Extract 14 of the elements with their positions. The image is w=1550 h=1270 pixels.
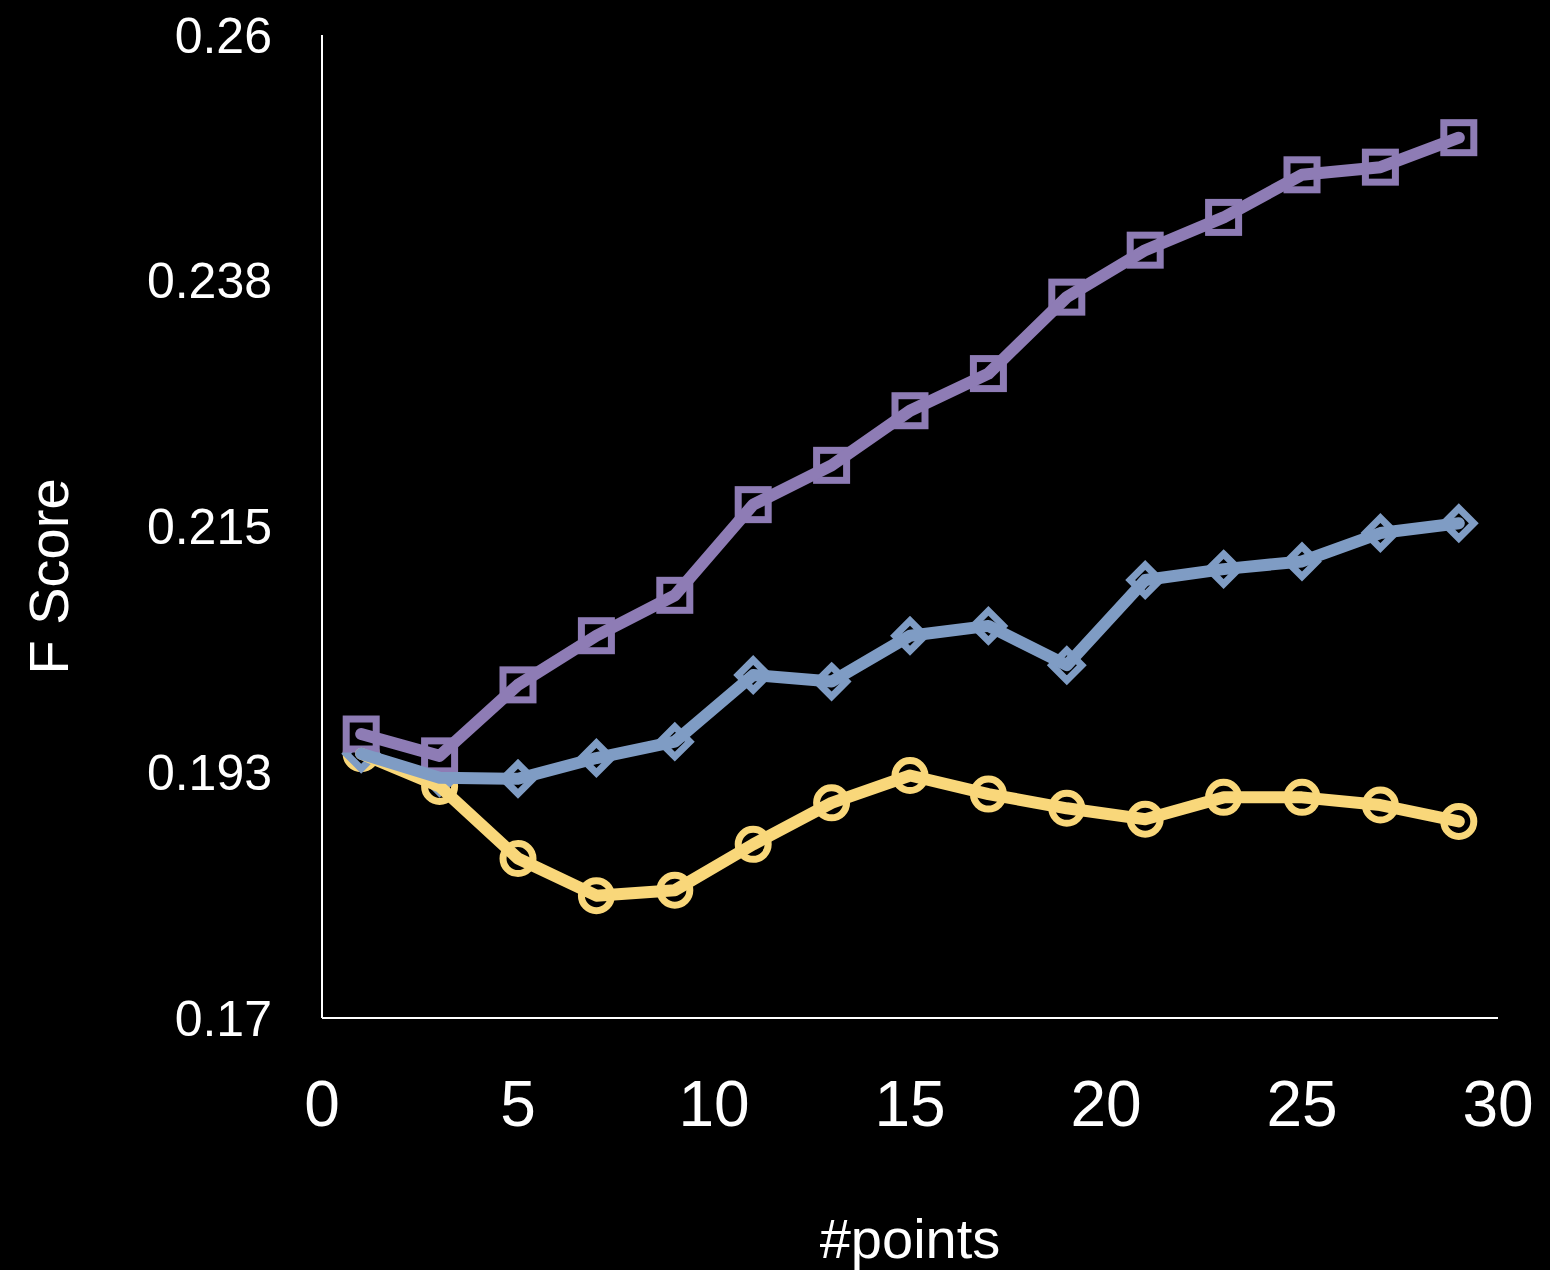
- y-tick-label: 0.238: [146, 253, 272, 310]
- y-axis-title: F Score: [17, 478, 80, 675]
- x-axis-title: #points: [819, 1207, 1001, 1270]
- x-tick-label: 20: [1070, 1068, 1142, 1140]
- x-tick-label: 0: [304, 1068, 340, 1140]
- x-tick-label: 30: [1462, 1068, 1534, 1140]
- x-tick-label: 5: [500, 1068, 536, 1140]
- x-tick-label: 10: [678, 1068, 750, 1140]
- x-tick-label: 15: [874, 1068, 946, 1140]
- x-tick-label: 25: [1266, 1068, 1338, 1140]
- y-tick-label: 0.215: [146, 499, 272, 555]
- y-tick-label: 0.193: [146, 744, 272, 801]
- y-tick-label: 0.17: [174, 990, 272, 1047]
- y-tick-label: 0.26: [174, 7, 272, 64]
